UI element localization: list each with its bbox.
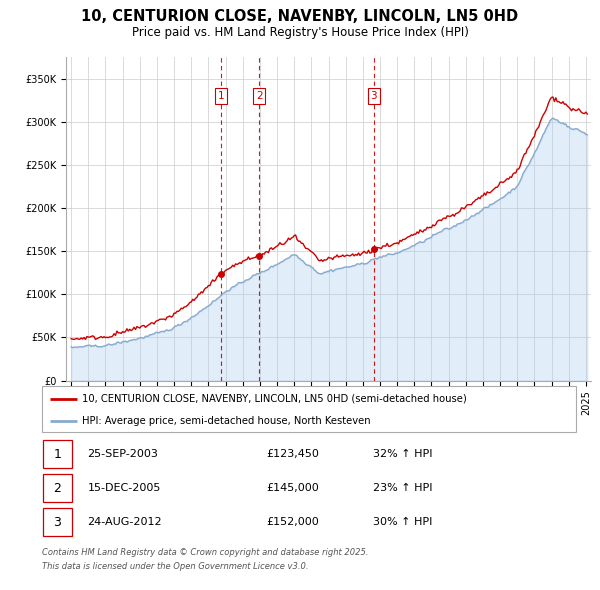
- Text: 3: 3: [371, 91, 377, 101]
- Text: 25-SEP-2003: 25-SEP-2003: [88, 449, 158, 459]
- Text: 2: 2: [53, 481, 61, 495]
- Text: 10, CENTURION CLOSE, NAVENBY, LINCOLN, LN5 0HD (semi-detached house): 10, CENTURION CLOSE, NAVENBY, LINCOLN, L…: [82, 394, 467, 404]
- Text: HPI: Average price, semi-detached house, North Kesteven: HPI: Average price, semi-detached house,…: [82, 416, 371, 426]
- FancyBboxPatch shape: [43, 509, 72, 536]
- FancyBboxPatch shape: [43, 440, 72, 468]
- Text: Price paid vs. HM Land Registry's House Price Index (HPI): Price paid vs. HM Land Registry's House …: [131, 26, 469, 39]
- Text: 2: 2: [256, 91, 262, 101]
- Text: £152,000: £152,000: [266, 517, 319, 527]
- Text: 1: 1: [53, 448, 61, 461]
- Text: 3: 3: [53, 516, 61, 529]
- Text: This data is licensed under the Open Government Licence v3.0.: This data is licensed under the Open Gov…: [42, 562, 308, 571]
- Text: 1: 1: [218, 91, 224, 101]
- Text: 10, CENTURION CLOSE, NAVENBY, LINCOLN, LN5 0HD: 10, CENTURION CLOSE, NAVENBY, LINCOLN, L…: [82, 9, 518, 24]
- Text: £123,450: £123,450: [266, 449, 319, 459]
- Text: Contains HM Land Registry data © Crown copyright and database right 2025.: Contains HM Land Registry data © Crown c…: [42, 548, 368, 556]
- Text: £145,000: £145,000: [266, 483, 319, 493]
- Text: 23% ↑ HPI: 23% ↑ HPI: [373, 483, 433, 493]
- Text: 15-DEC-2005: 15-DEC-2005: [88, 483, 161, 493]
- FancyBboxPatch shape: [43, 474, 72, 502]
- Text: 30% ↑ HPI: 30% ↑ HPI: [373, 517, 433, 527]
- Text: 32% ↑ HPI: 32% ↑ HPI: [373, 449, 433, 459]
- FancyBboxPatch shape: [42, 386, 576, 432]
- Text: 24-AUG-2012: 24-AUG-2012: [88, 517, 162, 527]
